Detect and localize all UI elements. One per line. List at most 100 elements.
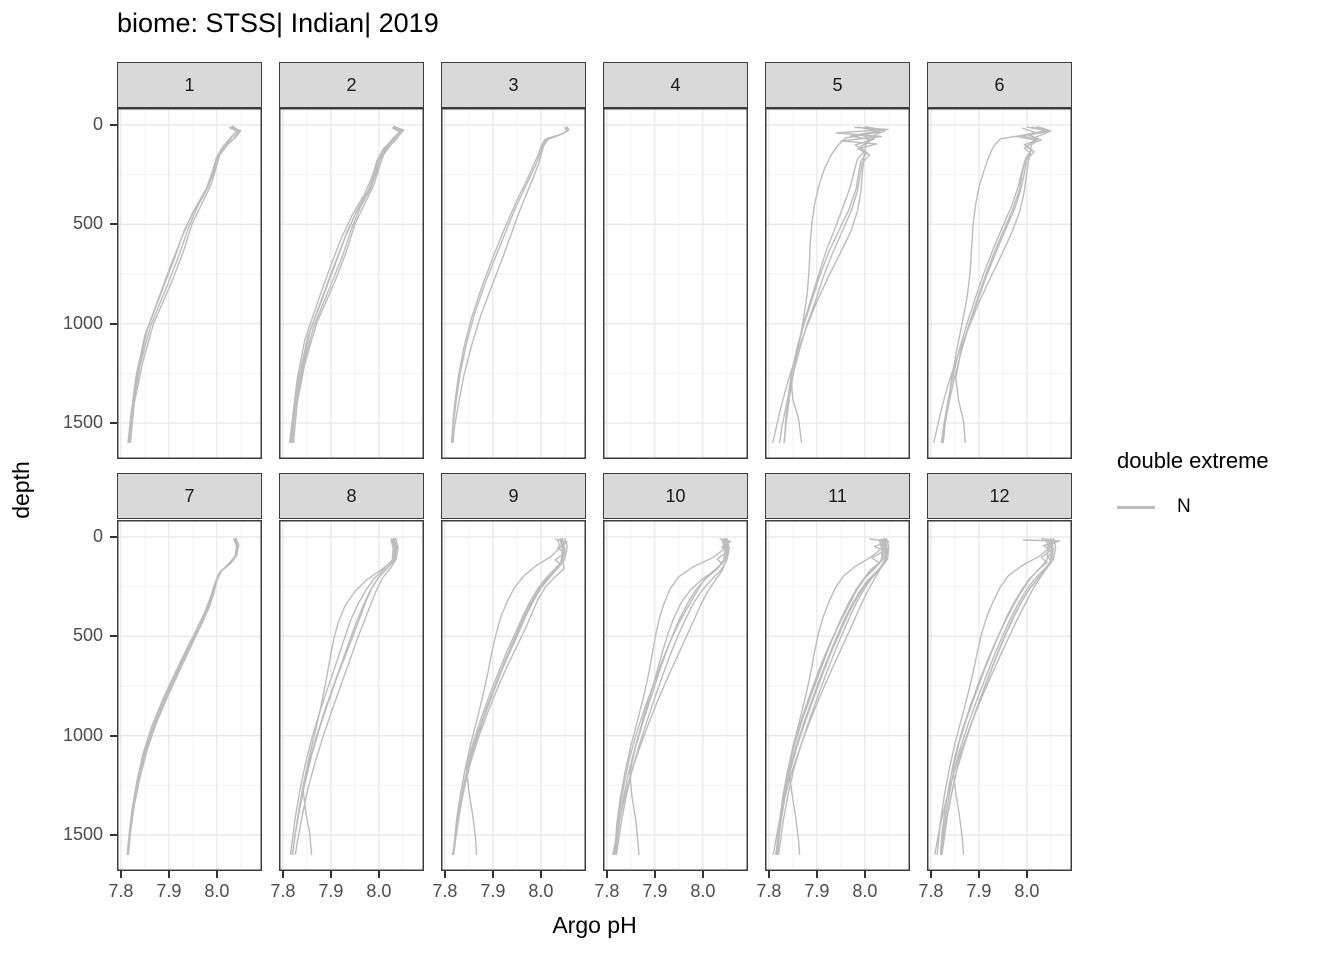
legend: double extreme N bbox=[1117, 448, 1337, 518]
y-tick bbox=[110, 124, 117, 126]
profile-line bbox=[128, 125, 239, 443]
x-tick-label: 7.8 bbox=[918, 881, 944, 901]
y-axis-title: depth bbox=[8, 461, 34, 519]
profile-line bbox=[783, 127, 880, 443]
facet-panel-11 bbox=[765, 520, 910, 871]
panel-border bbox=[441, 520, 586, 871]
y-tick-label: 1500 bbox=[62, 824, 103, 844]
profile-line bbox=[936, 538, 1051, 855]
facet-strip-5: 5 bbox=[765, 62, 910, 108]
facet-strip-12: 12 bbox=[927, 473, 1072, 519]
profile-line bbox=[126, 538, 239, 855]
facet-panel-1 bbox=[117, 108, 262, 459]
panel-border bbox=[117, 108, 262, 459]
panel-border bbox=[927, 520, 1072, 871]
panel-border bbox=[603, 520, 748, 871]
x-tick-label: 7.8 bbox=[756, 881, 782, 901]
profile-line bbox=[613, 538, 726, 855]
y-tick-label: 1000 bbox=[62, 312, 103, 333]
x-tick bbox=[767, 871, 770, 878]
facet-strip-8: 8 bbox=[279, 473, 424, 519]
y-tick bbox=[110, 223, 117, 226]
legend-item-label: N bbox=[1177, 496, 1191, 517]
x-tick bbox=[215, 871, 218, 878]
facet-strip-1: 1 bbox=[117, 62, 262, 108]
profile-line bbox=[452, 538, 568, 855]
x-tick-label: 8.0 bbox=[204, 881, 230, 901]
x-tick-label: 7.9 bbox=[966, 881, 992, 901]
y-tick bbox=[110, 635, 117, 638]
plot-title: biome: STSS| Indian| 2019 bbox=[117, 8, 439, 38]
panel-border bbox=[603, 108, 748, 459]
profile-line bbox=[788, 539, 884, 855]
x-tick-label: 8.0 bbox=[1014, 881, 1040, 901]
x-tick bbox=[329, 871, 332, 878]
x-tick-label: 7.8 bbox=[432, 881, 458, 901]
x-tick-label: 7.8 bbox=[270, 881, 296, 901]
x-tick bbox=[1025, 871, 1028, 878]
x-tick-label: 8.0 bbox=[852, 881, 878, 901]
x-tick-label: 7.9 bbox=[156, 881, 182, 901]
x-tick-label: 8.0 bbox=[690, 881, 716, 901]
profile-line bbox=[777, 538, 890, 856]
y-tick-label: 1500 bbox=[62, 412, 103, 432]
profile-line bbox=[941, 126, 1052, 444]
facet-panel-6 bbox=[927, 108, 1072, 459]
profile-line bbox=[126, 538, 238, 855]
profile-line bbox=[783, 125, 885, 443]
profile-line bbox=[452, 538, 568, 855]
facet-panel-9 bbox=[441, 520, 586, 871]
profile-line bbox=[775, 538, 889, 856]
facet-panel-2 bbox=[279, 108, 424, 459]
profile-line bbox=[775, 539, 883, 855]
facet-strip-6: 6 bbox=[927, 62, 1072, 108]
x-tick bbox=[443, 871, 446, 878]
legend-item: N bbox=[1117, 496, 1337, 518]
profile-line bbox=[952, 539, 1050, 855]
facet-strip-2: 2 bbox=[279, 62, 424, 108]
profile-line bbox=[289, 125, 403, 443]
profile-line bbox=[291, 537, 397, 855]
facet-strip-3: 3 bbox=[441, 62, 586, 108]
profile-line bbox=[129, 125, 242, 443]
y-tick-label: 0 bbox=[92, 526, 103, 546]
y-tick-label: 500 bbox=[72, 625, 103, 646]
profile-line bbox=[611, 538, 729, 856]
profile-line bbox=[294, 538, 399, 856]
x-tick bbox=[929, 871, 932, 878]
profile-line bbox=[452, 537, 566, 855]
panel-border bbox=[441, 108, 586, 459]
profile-line bbox=[772, 538, 887, 856]
x-tick bbox=[701, 871, 704, 878]
panel-border bbox=[927, 108, 1072, 459]
x-tick-label: 7.9 bbox=[804, 881, 830, 901]
y-tick-label: 0 bbox=[92, 114, 103, 134]
x-tick bbox=[281, 871, 284, 878]
profile-line bbox=[774, 538, 885, 856]
facet-strip-7: 7 bbox=[117, 473, 262, 519]
panel-border bbox=[279, 108, 424, 459]
facet-panel-10 bbox=[603, 520, 748, 871]
facet-panel-5 bbox=[765, 108, 910, 459]
facet-strip-11: 11 bbox=[765, 473, 910, 519]
facet-panel-3 bbox=[441, 108, 586, 459]
facet-strip-4: 4 bbox=[603, 62, 748, 108]
y-tick bbox=[110, 734, 117, 737]
profile-line bbox=[302, 538, 398, 855]
x-tick bbox=[653, 871, 656, 878]
x-tick bbox=[977, 871, 980, 878]
profile-line bbox=[955, 126, 1047, 443]
profile-line bbox=[465, 538, 565, 855]
facet-strip-9: 9 bbox=[441, 473, 586, 519]
facet-strip-10: 10 bbox=[603, 473, 748, 519]
profile-line bbox=[451, 126, 570, 443]
panel-border bbox=[765, 520, 910, 871]
legend-key-line-icon bbox=[1117, 505, 1155, 509]
x-axis-title: Argo pH bbox=[552, 912, 637, 938]
x-tick-label: 8.0 bbox=[366, 881, 392, 901]
facet-panel-4 bbox=[603, 108, 748, 459]
x-tick-label: 7.8 bbox=[108, 881, 134, 901]
profile-line bbox=[614, 537, 728, 855]
y-tick bbox=[110, 422, 117, 424]
